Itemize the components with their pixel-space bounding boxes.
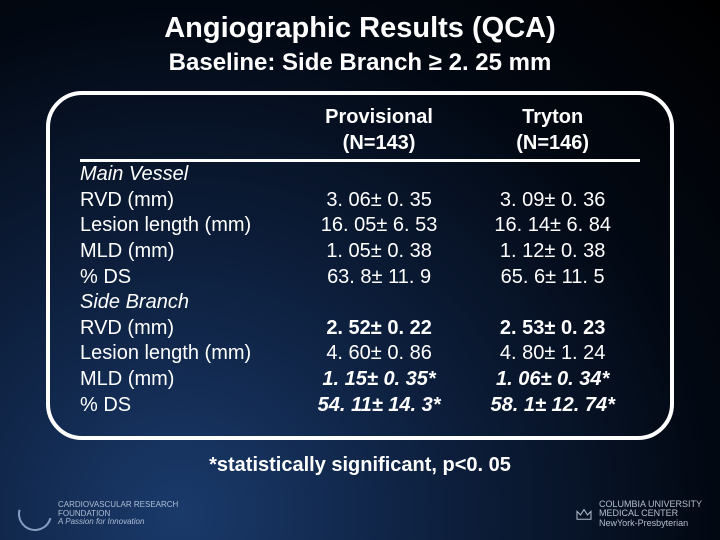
table-header-row: Provisional Tryton <box>80 105 640 131</box>
footer-left-text: CARDIOVASCULAR RESEARCH FOUNDATION A Pas… <box>58 501 178 526</box>
footer-right-text: COLUMBIA UNIVERSITY MEDICAL CENTER NewYo… <box>599 500 702 528</box>
footnote: *statistically significant, p<0. 05 <box>40 454 680 477</box>
cell-value-significant: 1. 15± 0. 35* <box>293 367 466 393</box>
cell-value: 2. 52± 0. 22 <box>293 316 466 342</box>
table-row: MLD (mm) 1. 15± 0. 35* 1. 06± 0. 34* <box>80 367 640 393</box>
row-label: Lesion length (mm) <box>80 213 293 239</box>
footer-text-line: A Passion for Innovation <box>58 518 178 526</box>
cell-value: 63. 8± 11. 9 <box>293 265 466 291</box>
row-label: MLD (mm) <box>80 239 293 265</box>
results-panel: Provisional Tryton (N=143) (N=146) Main … <box>46 91 674 440</box>
slide-title: Angiographic Results (QCA) <box>40 12 680 45</box>
row-label: RVD (mm) <box>80 316 293 342</box>
cell-value-significant: 58. 1± 12. 74* <box>465 393 640 419</box>
footer-text-line: NewYork-Presbyterian <box>599 519 702 528</box>
row-label: % DS <box>80 393 293 419</box>
section-side-label: Side Branch <box>80 290 640 316</box>
group-a-n: (N=143) <box>293 131 466 161</box>
group-b-n: (N=146) <box>465 131 640 161</box>
table-row: % DS 54. 11± 14. 3* 58. 1± 12. 74* <box>80 393 640 419</box>
slide: Angiographic Results (QCA) Baseline: Sid… <box>0 0 720 477</box>
main-vessel-label: Main Vessel <box>80 161 293 188</box>
results-table: Provisional Tryton (N=143) (N=146) Main … <box>80 105 640 418</box>
cell-value-significant: 1. 06± 0. 34* <box>465 367 640 393</box>
table-row: Lesion length (mm) 4. 60± 0. 86 4. 80± 1… <box>80 341 640 367</box>
table-row: RVD (mm) 2. 52± 0. 22 2. 53± 0. 23 <box>80 316 640 342</box>
cell-value: 3. 09± 0. 36 <box>465 188 640 214</box>
table-row: % DS 63. 8± 11. 9 65. 6± 11. 5 <box>80 265 640 291</box>
table-row: Lesion length (mm) 16. 05± 6. 53 16. 14±… <box>80 213 640 239</box>
cell-value-significant: 54. 11± 14. 3* <box>293 393 466 419</box>
footer-logo-right: COLUMBIA UNIVERSITY MEDICAL CENTER NewYo… <box>575 500 702 528</box>
cell-value: 65. 6± 11. 5 <box>465 265 640 291</box>
row-label: Lesion length (mm) <box>80 341 293 367</box>
row-label: MLD (mm) <box>80 367 293 393</box>
cell-value: 4. 60± 0. 86 <box>293 341 466 367</box>
group-a-name: Provisional <box>293 105 466 131</box>
cell-value: 16. 05± 6. 53 <box>293 213 466 239</box>
cell-value: 2. 53± 0. 23 <box>465 316 640 342</box>
table-n-row: (N=143) (N=146) <box>80 131 640 161</box>
table-row: RVD (mm) 3. 06± 0. 35 3. 09± 0. 36 <box>80 188 640 214</box>
footer-logo-left: CARDIOVASCULAR RESEARCH FOUNDATION A Pas… <box>18 497 178 531</box>
footer: CARDIOVASCULAR RESEARCH FOUNDATION A Pas… <box>0 494 720 534</box>
cell-value: 16. 14± 6. 84 <box>465 213 640 239</box>
crf-swoosh-icon <box>12 491 58 537</box>
cell-value: 1. 05± 0. 38 <box>293 239 466 265</box>
side-branch-label: Side Branch <box>80 290 293 316</box>
slide-subtitle: Baseline: Side Branch ≥ 2. 25 mm <box>40 49 680 77</box>
group-b-name: Tryton <box>465 105 640 131</box>
cell-value: 4. 80± 1. 24 <box>465 341 640 367</box>
section-main-label: Main Vessel <box>80 161 640 188</box>
cell-value: 1. 12± 0. 38 <box>465 239 640 265</box>
table-row: MLD (mm) 1. 05± 0. 38 1. 12± 0. 38 <box>80 239 640 265</box>
cell-value: 3. 06± 0. 35 <box>293 188 466 214</box>
crown-icon <box>575 507 593 521</box>
row-label: RVD (mm) <box>80 188 293 214</box>
row-label: % DS <box>80 265 293 291</box>
